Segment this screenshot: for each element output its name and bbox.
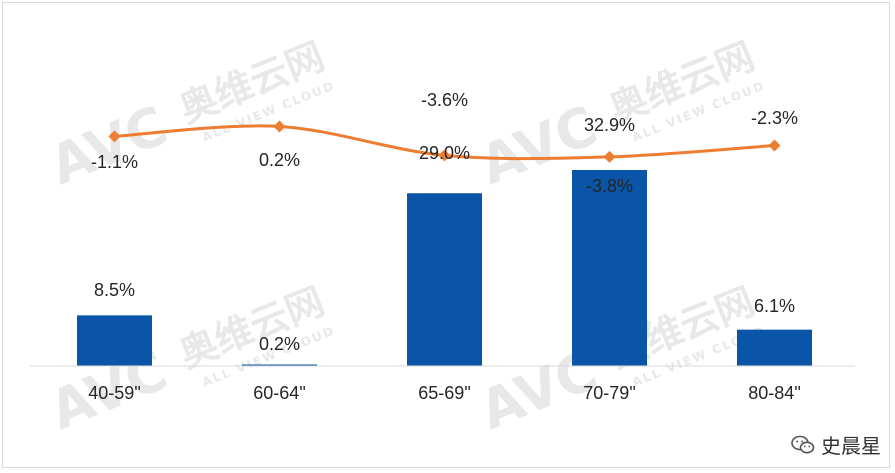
line-label-0: -1.1% bbox=[91, 152, 138, 172]
wechat-icon bbox=[791, 435, 815, 455]
bar-label-2: 29.0% bbox=[419, 143, 470, 163]
line-layer bbox=[108, 120, 781, 163]
line-point-1 bbox=[273, 120, 286, 133]
bar-0 bbox=[77, 315, 152, 366]
bar-label-1: 0.2% bbox=[259, 334, 300, 354]
x-tick-label-0: 40-59" bbox=[88, 383, 140, 403]
watermark-brand: AVC bbox=[41, 94, 175, 197]
x-tick-label-3: 70-79" bbox=[583, 383, 635, 403]
bar-4 bbox=[737, 329, 812, 366]
line-label-3: -3.8% bbox=[586, 176, 633, 196]
x-tick-label-2: 65-69" bbox=[418, 383, 470, 403]
line-label-1: 0.2% bbox=[259, 150, 300, 170]
bars-layer bbox=[77, 170, 812, 366]
line-point-2 bbox=[438, 149, 451, 162]
line-point-0 bbox=[108, 130, 121, 143]
x-tick-label-1: 60-64" bbox=[253, 383, 305, 403]
bar-label-4: 6.1% bbox=[754, 296, 795, 316]
line-label-2: -3.6% bbox=[421, 90, 468, 110]
bar-label-3: 32.9% bbox=[584, 115, 635, 135]
bar-2 bbox=[407, 193, 482, 366]
account-tag: 史晨星 bbox=[791, 430, 881, 459]
line-point-4 bbox=[768, 139, 781, 152]
line-label-4: -2.3% bbox=[751, 108, 798, 128]
x-tick-label-4: 80-84" bbox=[748, 383, 800, 403]
bar-3 bbox=[572, 170, 647, 366]
line-point-3 bbox=[603, 150, 616, 163]
bar-label-0: 8.5% bbox=[94, 280, 135, 300]
labels-layer: 8.5% 0.2% 29.0% 32.9% 6.1% -1.1% 0.2% -3.6% -3.8… bbox=[88, 90, 800, 403]
bar-1 bbox=[242, 364, 317, 366]
account-name: 史晨星 bbox=[821, 434, 881, 458]
